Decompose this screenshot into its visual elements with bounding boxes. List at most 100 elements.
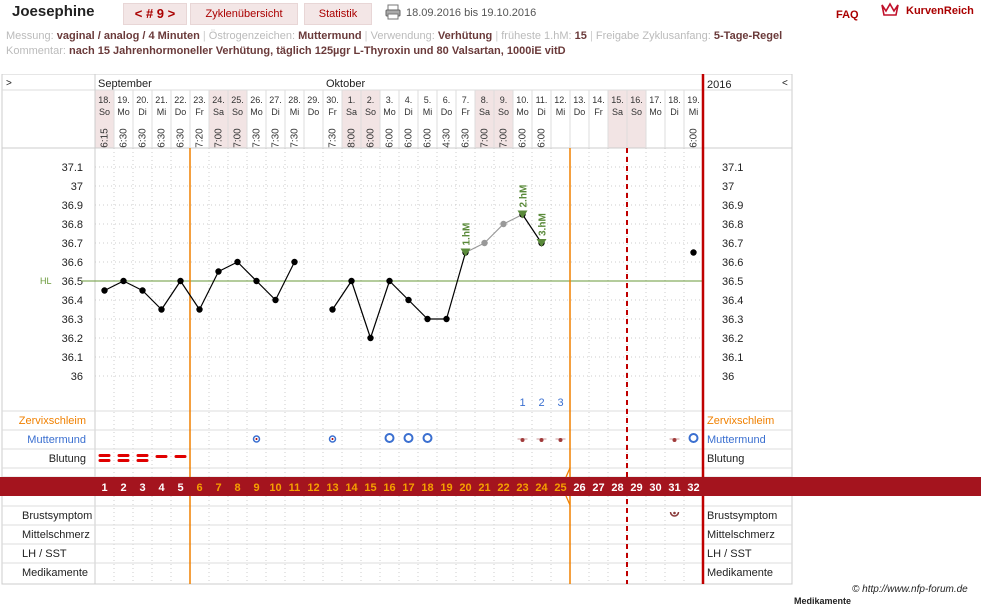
temp-line-segment bbox=[198, 271, 220, 310]
cycle-day-number: 1 bbox=[101, 482, 107, 494]
fruehste-label: früheste 1.hM: bbox=[501, 30, 572, 42]
y-tick-left: 36.7 bbox=[62, 238, 83, 250]
muttermund-dot bbox=[331, 438, 334, 440]
temp-line-segment bbox=[123, 280, 143, 292]
date-label: 18. bbox=[668, 95, 681, 105]
temp-line-segment bbox=[332, 280, 352, 310]
muttermund-dot bbox=[558, 438, 563, 442]
weekday-label: Do bbox=[175, 107, 187, 117]
hl-label: HL bbox=[40, 276, 52, 286]
y-tick-left: 36 bbox=[71, 371, 83, 383]
brand-link[interactable]: KurvenReich bbox=[906, 5, 974, 17]
medikamente-footer: Medikamente bbox=[794, 596, 852, 606]
temp-point bbox=[386, 277, 393, 285]
temp-line-segment bbox=[445, 252, 467, 320]
temp-point bbox=[272, 296, 279, 304]
cycle-day-number: 2 bbox=[120, 482, 126, 494]
date-label: 20. bbox=[136, 95, 149, 105]
faq-link[interactable]: FAQ bbox=[836, 9, 859, 21]
y-tick-right: 36.8 bbox=[722, 219, 743, 231]
hm-marker bbox=[536, 239, 547, 247]
date-label: 21. bbox=[155, 95, 168, 105]
weekend-header-shade bbox=[494, 90, 513, 148]
time-label: 7:20 bbox=[195, 128, 206, 148]
weekend-header-shade bbox=[228, 90, 247, 148]
time-label: 7:00 bbox=[214, 128, 225, 148]
cycle-day-number: 8 bbox=[234, 482, 240, 494]
oestrogen-value: Muttermund bbox=[298, 30, 362, 42]
time-label: 6:30 bbox=[176, 128, 187, 148]
temp-line-segment bbox=[274, 261, 296, 301]
count-label: 1 bbox=[519, 397, 525, 409]
temp-point bbox=[405, 296, 412, 304]
date-label: 18. bbox=[98, 95, 111, 105]
date-label: 2. bbox=[367, 95, 375, 105]
bleeding-mark bbox=[136, 459, 149, 462]
printer-icon[interactable] bbox=[384, 4, 402, 24]
cycle-day-number: 24 bbox=[535, 482, 548, 494]
nav-next-button[interactable]: < bbox=[782, 78, 788, 89]
temp-line-segment bbox=[142, 290, 162, 310]
temp-point bbox=[424, 315, 431, 323]
cycle-day-number: 27 bbox=[592, 482, 604, 494]
weekday-label: Fr bbox=[461, 107, 470, 117]
row-label-right-lh: LH / SST bbox=[707, 548, 752, 560]
hm-marker bbox=[460, 248, 471, 257]
cycle-day-number: 11 bbox=[289, 482, 301, 494]
time-label: 6:00 bbox=[423, 128, 434, 148]
date-label: 14. bbox=[592, 95, 605, 105]
weekday-label: So bbox=[232, 107, 243, 117]
time-label: 7:00 bbox=[233, 128, 244, 148]
verwendung-value: Verhütung bbox=[437, 30, 493, 42]
tab-statistics[interactable]: Statistik bbox=[304, 3, 372, 25]
muttermund-open-icon bbox=[422, 433, 433, 443]
date-label: 3. bbox=[386, 95, 394, 105]
time-label: 6:00 bbox=[366, 128, 377, 148]
weekday-label: Di bbox=[537, 107, 546, 117]
y-tick-left: 36.5 bbox=[62, 276, 83, 288]
time-label: 6:30 bbox=[119, 128, 130, 148]
cycle-nav-button[interactable]: < # 9 > bbox=[123, 3, 187, 25]
y-tick-right: 36.3 bbox=[722, 314, 743, 326]
temp-line-segment bbox=[389, 280, 409, 301]
weekend-header-shade bbox=[475, 90, 494, 148]
y-tick-right: 36.7 bbox=[722, 238, 743, 250]
temp-point bbox=[234, 258, 241, 266]
copyright: © http://www.nfp-forum.de bbox=[852, 584, 968, 595]
cycle-day-number: 10 bbox=[269, 482, 281, 494]
bleeding-mark bbox=[155, 455, 168, 458]
temp-line-segment bbox=[503, 213, 523, 225]
time-label: 6:00 bbox=[518, 128, 529, 148]
row-label-right-brust: Brustsymptom bbox=[707, 510, 777, 522]
row-label-zervix: Zervixschleim bbox=[19, 415, 86, 427]
nav-prev-button[interactable]: > bbox=[6, 78, 12, 89]
time-label: 4:30 bbox=[442, 128, 453, 148]
tab-cycle-overview[interactable]: Zyklenübersicht bbox=[190, 3, 298, 25]
cycle-day-number: 16 bbox=[383, 482, 395, 494]
top-bar: Joesephine < # 9 > Zyklenübersicht Stati… bbox=[0, 0, 981, 26]
muttermund-dot bbox=[539, 438, 544, 442]
y-tick-left: 36.2 bbox=[62, 333, 83, 345]
freigabe-value: 5-Tage-Regel bbox=[713, 30, 783, 42]
cycle-day-number: 15 bbox=[364, 482, 376, 494]
freigabe-label: Freigabe Zyklusanfang: bbox=[595, 30, 711, 42]
y-tick-right: 36.9 bbox=[722, 200, 743, 212]
weekday-label: So bbox=[631, 107, 642, 117]
row-label-right-blutung: Blutung bbox=[707, 453, 744, 465]
cycle-day-number: 28 bbox=[611, 482, 623, 494]
weekday-label: So bbox=[498, 107, 509, 117]
zyklustag-bar bbox=[0, 477, 981, 496]
temp-point bbox=[158, 306, 165, 313]
hm-label: 1.hM bbox=[462, 223, 473, 246]
time-label: 7:00 bbox=[499, 128, 510, 148]
time-label: 7:30 bbox=[271, 128, 282, 148]
y-tick-left: 36.1 bbox=[62, 352, 83, 364]
weekend-header-shade bbox=[209, 90, 228, 148]
time-label: 6:30 bbox=[461, 128, 472, 148]
row-label-brust: Brustsymptom bbox=[22, 510, 92, 522]
date-label: 6. bbox=[443, 95, 451, 105]
time-label: 7:30 bbox=[328, 128, 339, 148]
weekday-label: Mo bbox=[250, 107, 263, 117]
temp-point bbox=[690, 249, 697, 256]
time-label: 8:00 bbox=[347, 128, 358, 148]
